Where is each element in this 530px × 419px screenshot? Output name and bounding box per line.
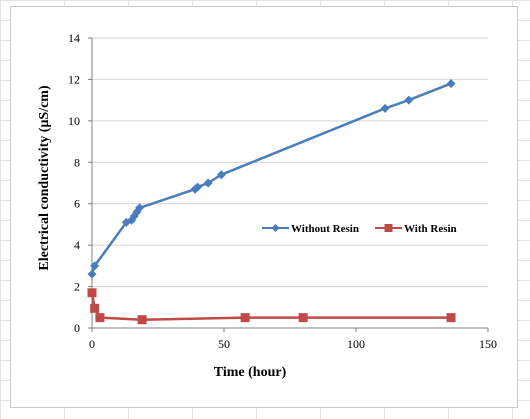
y-tick-label-6: 6 <box>74 197 80 211</box>
data-point-with-resin <box>240 313 250 323</box>
legend-marker-with-resin <box>384 224 393 232</box>
data-point-with-resin <box>137 315 147 325</box>
y-axis-ticks: 0 2 4 6 8 10 12 14 <box>68 31 92 335</box>
x-tick-label-100: 100 <box>347 337 365 351</box>
legend-label-with-resin: With Resin <box>404 223 457 235</box>
x-tick-label-150: 150 <box>479 337 497 351</box>
data-point-without-resin <box>380 103 390 113</box>
data-point-with-resin <box>87 288 97 298</box>
data-point-with-resin <box>446 313 456 323</box>
data-point-with-resin <box>95 313 105 323</box>
y-tick-label-12: 12 <box>68 72 80 86</box>
data-point-with-resin <box>298 313 308 323</box>
legend: Without Resin With Resin <box>262 223 457 235</box>
data-point-without-resin <box>87 269 97 279</box>
grid-lines <box>92 37 488 288</box>
data-point-without-resin <box>446 79 456 89</box>
legend-label-without-resin: Without Resin <box>291 223 359 235</box>
data-point-without-resin <box>193 182 203 192</box>
plot-area <box>92 38 488 328</box>
series-without-resin <box>87 79 456 279</box>
data-point-without-resin <box>121 217 131 227</box>
data-point-with-resin <box>90 303 100 313</box>
y-tick-label-8: 8 <box>74 155 80 169</box>
series-with-resin <box>87 288 456 325</box>
x-tick-label-50: 50 <box>218 337 230 351</box>
y-tick-label-0: 0 <box>74 321 80 335</box>
x-axis-ticks: 0 50 100 150 <box>89 328 497 351</box>
data-point-without-resin <box>90 261 100 271</box>
y-tick-label-14: 14 <box>68 31 80 45</box>
data-point-without-resin <box>404 95 414 105</box>
legend-marker-without-resin <box>271 224 280 232</box>
y-axis-title: Electrical conductivity (μS/cm) <box>37 85 52 271</box>
y-tick-label-4: 4 <box>74 238 80 252</box>
axes <box>91 38 488 329</box>
x-axis-title: Time (hour) <box>214 365 287 380</box>
data-point-without-resin <box>216 170 226 180</box>
series-layer <box>87 79 456 325</box>
data-point-without-resin <box>203 178 213 188</box>
y-tick-label-2: 2 <box>74 280 80 294</box>
y-tick-label-10: 10 <box>68 114 80 128</box>
data-point-without-resin <box>135 203 145 213</box>
x-tick-label-0: 0 <box>89 337 95 351</box>
